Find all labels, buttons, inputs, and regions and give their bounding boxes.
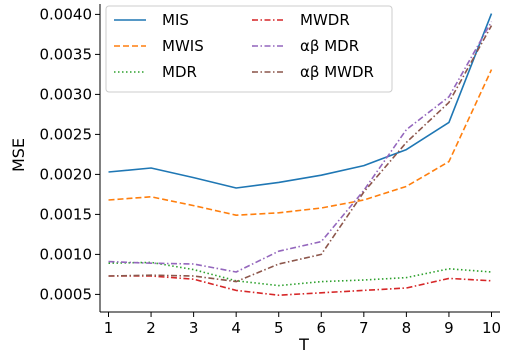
x-tick-label: 5 xyxy=(274,319,284,337)
series-line-1 xyxy=(108,13,493,189)
axes-layer: 0.0005 0.0010 0.0015 0.0020 0.0025 0.0030 0.00… xyxy=(40,4,501,337)
series-line-3 xyxy=(108,261,492,287)
x-tick-label: 10 xyxy=(482,319,501,337)
x-tick-label: 1 xyxy=(104,319,114,337)
legend-label: αβ MWDR xyxy=(300,63,374,81)
x-tick-label: 7 xyxy=(359,319,369,337)
y-tick-label: 0.0035 xyxy=(40,45,93,63)
x-tick-label: 8 xyxy=(402,319,412,337)
y-tick-label: 0.0025 xyxy=(40,125,93,143)
y-tick-label: 0.0030 xyxy=(40,85,93,103)
series-layer xyxy=(108,13,493,297)
y-tick-label: 0.0010 xyxy=(40,245,93,263)
legend: MIS MWIS MDR MWDR αβ MDR αβ MWDR xyxy=(105,5,393,93)
x-tick-label: 6 xyxy=(317,319,327,337)
legend-label: MDR xyxy=(162,63,197,81)
x-tick-label: 4 xyxy=(231,319,241,337)
legend-label: MIS xyxy=(162,11,189,29)
y-tick-label: 0.0005 xyxy=(40,285,93,303)
x-tick-label: 9 xyxy=(444,319,454,337)
y-tick-label: 0.0015 xyxy=(40,205,93,223)
legend-label: αβ MDR xyxy=(300,37,359,55)
x-tick-label: 2 xyxy=(146,319,156,337)
series-line-4 xyxy=(108,275,492,297)
series-line-5 xyxy=(108,21,493,273)
series-line-2 xyxy=(108,69,493,216)
x-axis-label: T xyxy=(298,335,309,354)
legend-label: MWDR xyxy=(300,11,350,29)
x-tick-label: 3 xyxy=(189,319,199,337)
y-tick-label: 0.0020 xyxy=(40,165,93,183)
legend-label: MWIS xyxy=(162,37,204,55)
legend-box xyxy=(105,5,393,93)
series-line-6 xyxy=(108,25,493,283)
y-axis-label: MSE xyxy=(9,138,28,172)
y-tick-label: 0.0040 xyxy=(40,5,93,23)
